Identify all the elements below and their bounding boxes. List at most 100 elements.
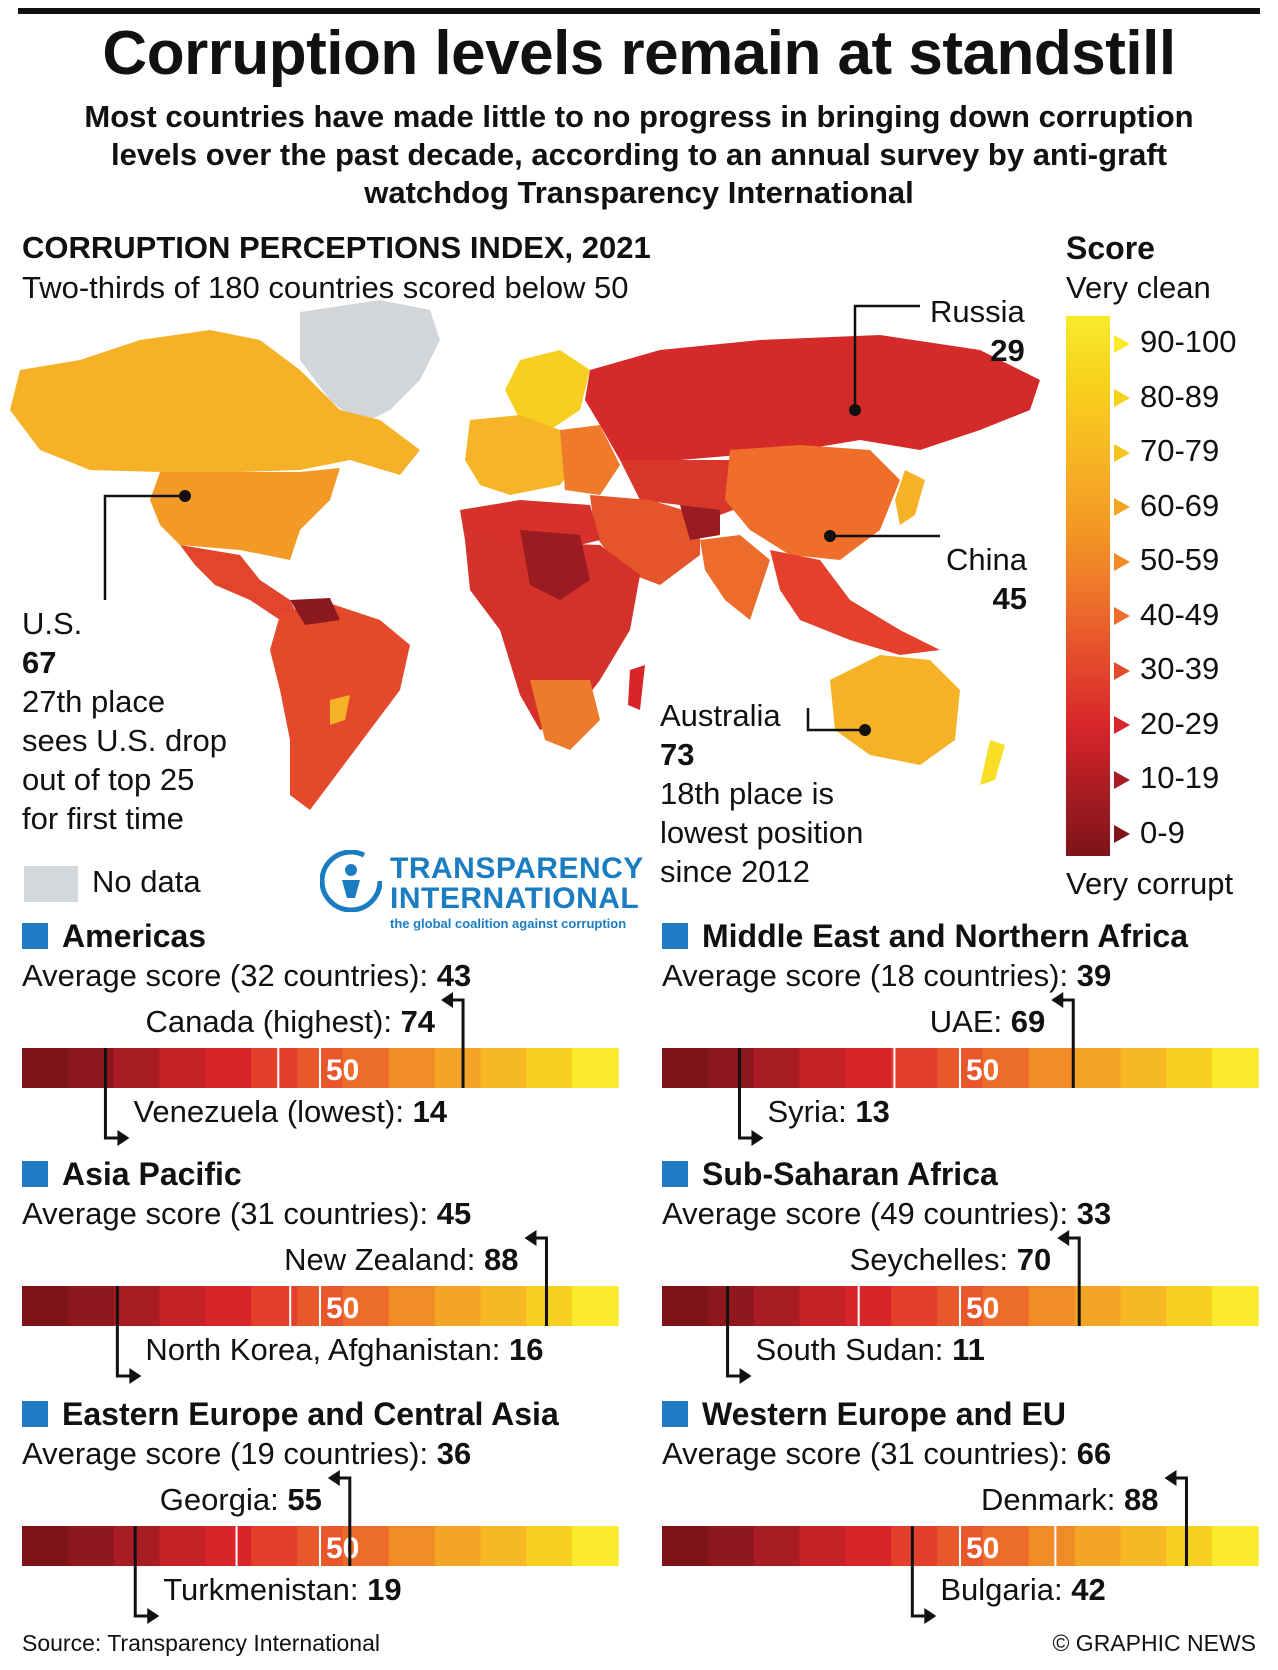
- region-name: Eastern Europe and Central Asia: [62, 1396, 559, 1432]
- legend-range-label: 90-100: [1140, 324, 1237, 359]
- bar-color-segment: [67, 1526, 115, 1566]
- legend-range-label: 70-79: [1140, 433, 1220, 468]
- sahel-africa-shape: [520, 530, 590, 600]
- top-rule: [18, 8, 1260, 14]
- lowest-label: North Korea, Afghanistan: 16: [145, 1332, 543, 1368]
- lowest-country: South Sudan:: [755, 1332, 944, 1367]
- midpoint-label: 50: [966, 1532, 999, 1565]
- average-value: 45: [436, 1196, 472, 1231]
- bar-color-segment: [982, 1286, 1030, 1326]
- legend-pointer-icon: [1114, 825, 1130, 844]
- lowest-value: 11: [952, 1332, 985, 1367]
- new-zealand-shape: [980, 740, 1005, 785]
- russia-callout-dot: [849, 404, 861, 416]
- highest-label: Georgia: 55: [160, 1482, 322, 1518]
- highest-arrow-icon: [327, 1470, 340, 1486]
- bar-color-segment: [753, 1048, 801, 1088]
- region-title: Asia Pacific: [22, 1156, 242, 1193]
- western-europe-shape: [465, 415, 580, 495]
- bar-color-segment: [342, 1286, 390, 1326]
- lowest-arrow-icon: [117, 1130, 130, 1146]
- bar-color-segment: [480, 1048, 527, 1088]
- highest-value: 69: [1010, 1004, 1046, 1039]
- legend-pointer-icon: [1114, 552, 1130, 571]
- region-marker-icon: [662, 923, 688, 949]
- legend-pointer-icon: [1114, 607, 1130, 626]
- bar-color-segment: [388, 1048, 436, 1088]
- bar-color-segment: [342, 1048, 390, 1088]
- us-note-3: out of top 25: [22, 762, 195, 797]
- region-title: Western Europe and EU: [662, 1396, 1066, 1433]
- bar-color-segment: [799, 1286, 846, 1326]
- russia-callout-line: [853, 304, 920, 410]
- page-subtitle: Most countries have made little to no pr…: [84, 99, 1194, 210]
- bar-color-segment: [845, 1286, 892, 1326]
- logo-tagline: the global coalition against corruption: [390, 916, 627, 931]
- bar-color-segment: [1074, 1048, 1122, 1088]
- highest-value: 55: [287, 1482, 322, 1517]
- lowest-label: Syria: 13: [767, 1094, 889, 1130]
- region-title: Americas: [22, 918, 206, 955]
- madagascar-shape: [628, 665, 645, 710]
- lowest-arrow-icon: [751, 1130, 764, 1146]
- map-heading: CORRUPTION PERCEPTIONS INDEX, 2021: [22, 230, 651, 265]
- region-average: Average score (31 countries): 66: [662, 1436, 1111, 1472]
- legend-range-label: 50-59: [1140, 542, 1220, 577]
- lowest-marker: [737, 1048, 758, 1140]
- midpoint-label: 50: [966, 1292, 999, 1325]
- legend-range-label: 20-29: [1140, 705, 1220, 741]
- bar-color-segment: [205, 1048, 252, 1088]
- china-name: China: [946, 542, 1027, 577]
- bar-color-segment: [22, 1048, 69, 1088]
- legend-item: 0-9: [1114, 815, 1185, 850]
- legend-item: 80-89: [1114, 379, 1219, 414]
- bar-color-segment: [67, 1286, 115, 1326]
- region-name: Americas: [62, 918, 207, 954]
- region-marker-icon: [662, 1401, 688, 1427]
- logo-text-line1: TRANSPARENCY: [390, 852, 644, 885]
- bar-color-segment: [662, 1286, 709, 1326]
- highest-arrow-icon: [1057, 1230, 1070, 1246]
- afghanistan-shape: [680, 505, 720, 540]
- logo-text-line2: INTERNATIONAL: [390, 882, 640, 915]
- legend-item: 20-29: [1114, 705, 1220, 741]
- region-panel: Eastern Europe and Central Asia Average s…: [22, 1396, 632, 1626]
- bar-color-segment: [891, 1526, 938, 1566]
- transparency-international-logo-icon: [320, 850, 382, 912]
- bar-color-segment: [845, 1048, 892, 1088]
- legend-item: 30-39: [1114, 652, 1219, 686]
- bar-color-segment: [1028, 1286, 1076, 1326]
- legend-item: 60-69: [1114, 488, 1219, 523]
- average-value: 39: [1076, 958, 1112, 993]
- bar-color-segment: [205, 1286, 252, 1326]
- legend-title: Score: [1066, 230, 1155, 266]
- bar-color-segment: [753, 1286, 801, 1326]
- region-title: Eastern Europe and Central Asia: [22, 1396, 559, 1433]
- lowest-value: 19: [367, 1572, 402, 1607]
- chile-uruguay-shape: [330, 695, 350, 725]
- bar-color-segment: [22, 1526, 69, 1566]
- bar-color-segment: [22, 1286, 69, 1326]
- midpoint-label: 50: [326, 1532, 359, 1565]
- bar-color-segment: [799, 1048, 846, 1088]
- highest-value: 70: [1016, 1242, 1052, 1277]
- legend-item: 70-79: [1114, 434, 1219, 468]
- highest-arrow-icon: [524, 1230, 537, 1246]
- bar-color-segment: [1028, 1526, 1076, 1566]
- highest-label: UAE: 69: [930, 1004, 1045, 1040]
- legend-item: 50-59: [1114, 543, 1219, 577]
- eastern-europe-shape: [560, 425, 620, 495]
- central-america-shape: [180, 545, 300, 620]
- legend-color-scale: [1066, 316, 1110, 856]
- us-name: U.S.: [22, 606, 83, 641]
- source-note: Source: Transparency International: [22, 1630, 380, 1656]
- russia-shape: [585, 335, 1040, 460]
- region-marker-icon: [662, 1161, 688, 1187]
- lowest-value: 16: [509, 1332, 544, 1367]
- bar-color-segment: [388, 1286, 436, 1326]
- china-callout-dot: [824, 530, 836, 542]
- highest-country: New Zealand:: [284, 1242, 476, 1277]
- bar-color-segment: [1166, 1286, 1213, 1326]
- highest-country: Georgia:: [159, 1482, 279, 1517]
- region-panel: Sub-Saharan Africa Average score (49 coun…: [662, 1156, 1272, 1386]
